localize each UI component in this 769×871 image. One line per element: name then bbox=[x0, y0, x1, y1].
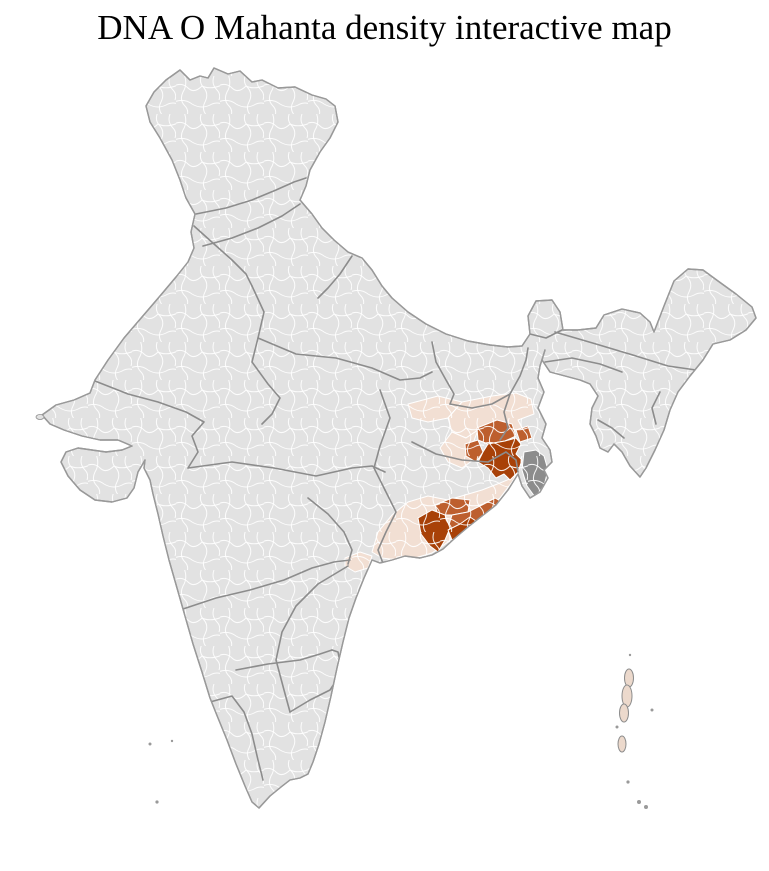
island-shape[interactable] bbox=[619, 703, 629, 723]
lakshadweep-islands bbox=[148, 739, 174, 804]
island-speck bbox=[155, 800, 159, 804]
island-shape[interactable] bbox=[624, 668, 634, 688]
island-shape[interactable] bbox=[617, 735, 627, 753]
state-boundaries bbox=[94, 177, 697, 781]
india-outer-border bbox=[41, 67, 757, 809]
island-speck bbox=[637, 800, 641, 804]
island-speck bbox=[148, 742, 152, 746]
island-speck bbox=[644, 805, 648, 809]
india-country-shape[interactable] bbox=[41, 67, 757, 809]
kutch-island bbox=[35, 414, 45, 420]
map-title: DNA O Mahanta density interactive map bbox=[97, 8, 672, 47]
island-speck bbox=[170, 739, 174, 743]
island-speck bbox=[626, 780, 630, 784]
island-speck bbox=[628, 653, 632, 657]
island-speck bbox=[615, 725, 619, 729]
andaman-nicobar-islands[interactable] bbox=[615, 653, 654, 809]
island-speck bbox=[650, 708, 654, 712]
